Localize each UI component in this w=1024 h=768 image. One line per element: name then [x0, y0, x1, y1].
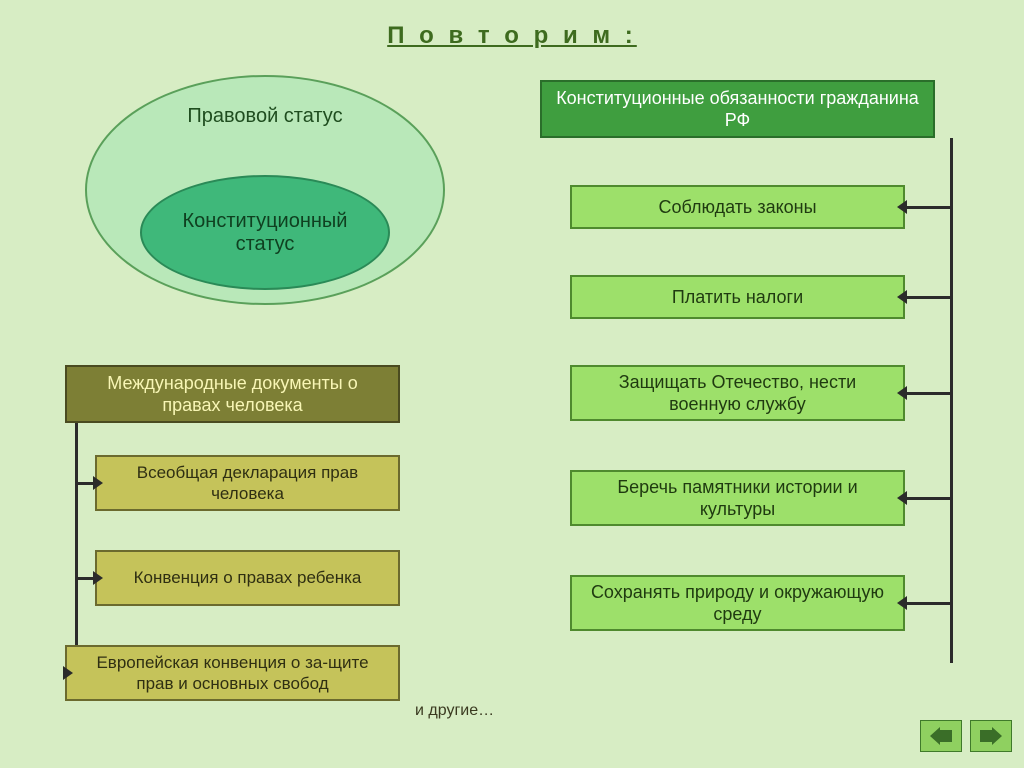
right-tree-header-label: Конституционные обязанности гражданина Р… [552, 87, 923, 132]
venn-inner-label: Конституционный статус [152, 210, 378, 256]
right-h-connector-0 [905, 206, 953, 209]
right-item-3: Беречь памятники истории и культуры [570, 470, 905, 526]
right-item-0-label: Соблюдать законы [658, 196, 816, 219]
right-h-connector-3 [905, 497, 953, 500]
left-arrowhead-2 [63, 666, 73, 680]
right-item-2: Защищать Отечество, нести военную службу [570, 365, 905, 421]
footer-text: и другие… [415, 702, 494, 720]
right-item-2-label: Защищать Отечество, нести военную службу [582, 371, 893, 416]
right-arrowhead-3 [897, 491, 907, 505]
right-arrowhead-2 [897, 386, 907, 400]
left-tree-header-label: Международные документы о правах человек… [77, 372, 388, 417]
right-item-4: Сохранять природу и окружающую среду [570, 575, 905, 631]
left-item-1: Конвенция о правах ребенка [95, 550, 400, 606]
arrow-left-icon [930, 727, 952, 745]
right-arrowhead-0 [897, 200, 907, 214]
venn-inner: Конституционный статус [140, 175, 390, 290]
right-item-1-label: Платить налоги [672, 286, 803, 309]
left-arrowhead-1 [93, 571, 103, 585]
right-h-connector-4 [905, 602, 953, 605]
right-item-3-label: Беречь памятники истории и культуры [582, 476, 893, 521]
venn-outer-label: Правовой статус [85, 105, 445, 128]
right-item-1: Платить налоги [570, 275, 905, 319]
left-item-0-label: Всеобщая декларация прав человека [107, 462, 388, 505]
right-arrowhead-1 [897, 290, 907, 304]
left-item-2: Европейская конвенция о за-щите прав и о… [65, 645, 400, 701]
arrow-right-icon [980, 727, 1002, 745]
left-h-connector-0 [75, 482, 95, 485]
page-title: П о в т о р и м : [0, 22, 1024, 50]
left-item-1-label: Конвенция о правах ребенка [134, 567, 362, 588]
left-h-connector-1 [75, 577, 95, 580]
right-item-4-label: Сохранять природу и окружающую среду [582, 581, 893, 626]
left-item-0: Всеобщая декларация прав человека [95, 455, 400, 511]
right-h-connector-1 [905, 296, 953, 299]
right-h-connector-2 [905, 392, 953, 395]
right-tree-connector [950, 138, 953, 663]
left-item-2-label: Европейская конвенция о за-щите прав и о… [77, 652, 388, 695]
right-arrowhead-4 [897, 596, 907, 610]
left-arrowhead-0 [93, 476, 103, 490]
left-tree-header: Международные документы о правах человек… [65, 365, 400, 423]
nav-next-button[interactable] [970, 720, 1012, 752]
right-item-0: Соблюдать законы [570, 185, 905, 229]
right-tree-header: Конституционные обязанности гражданина Р… [540, 80, 935, 138]
nav-prev-button[interactable] [920, 720, 962, 752]
